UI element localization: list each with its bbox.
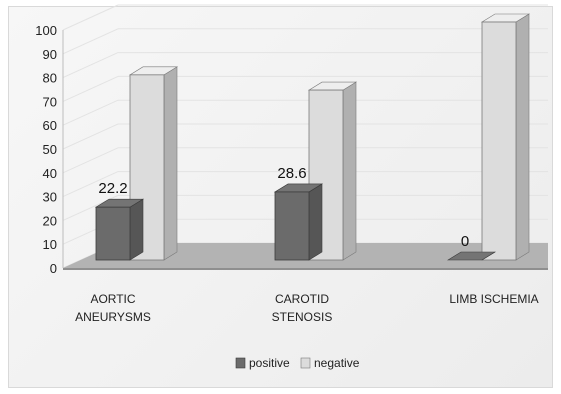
bar-negative (481, 21, 517, 261)
x-category-label: LIMB ISCHEMIA (449, 292, 538, 306)
data-label: 22.2 (98, 180, 127, 197)
gridline-diagonal (62, 171, 119, 198)
data-label: 0 (461, 233, 469, 250)
gridline-diagonal (62, 52, 119, 79)
y-tick-label: 20 (43, 213, 57, 228)
legend-swatch-positive (235, 357, 246, 369)
y-tick-label: 100 (35, 23, 57, 38)
gridline-diagonal (62, 99, 119, 126)
y-tick-label: 80 (43, 71, 57, 86)
x-category-label: STENOSIS (272, 310, 333, 324)
bar-side-positive (308, 183, 323, 261)
legend-label-negative: negative (314, 356, 360, 370)
y-tick-label: 0 (50, 261, 57, 276)
x-category-label: AORTIC (90, 292, 135, 306)
gridline-diagonal (62, 4, 119, 31)
bar-side-positive (129, 198, 144, 261)
legend-label-positive: positive (249, 356, 290, 370)
bar-top-positive (446, 251, 497, 261)
chart-floor-edge (63, 268, 548, 270)
bar-side-negative (163, 66, 178, 261)
bar-side-negative (515, 13, 530, 261)
legend-swatch-negative (300, 357, 311, 369)
y-tick-label: 70 (43, 94, 57, 109)
y-tick-label: 50 (43, 142, 57, 157)
gridline-diagonal (62, 28, 119, 55)
y-tick-label: 30 (43, 190, 57, 205)
bar-side-negative (342, 81, 357, 261)
x-category-label: CAROTID (275, 292, 329, 306)
bar-positive (274, 191, 310, 261)
gridline-diagonal (62, 147, 119, 174)
x-category-label: ANEURYSMS (75, 310, 151, 324)
data-label: 28.6 (277, 165, 306, 182)
y-tick-label: 90 (43, 47, 57, 62)
y-tick-label: 60 (43, 118, 57, 133)
gridline-diagonal (62, 75, 119, 102)
y-tick-label: 10 (43, 237, 57, 252)
y-tick-label: 40 (43, 166, 57, 181)
gridline-diagonal (62, 123, 119, 150)
bar-negative (308, 89, 344, 261)
bar-positive (95, 206, 131, 261)
